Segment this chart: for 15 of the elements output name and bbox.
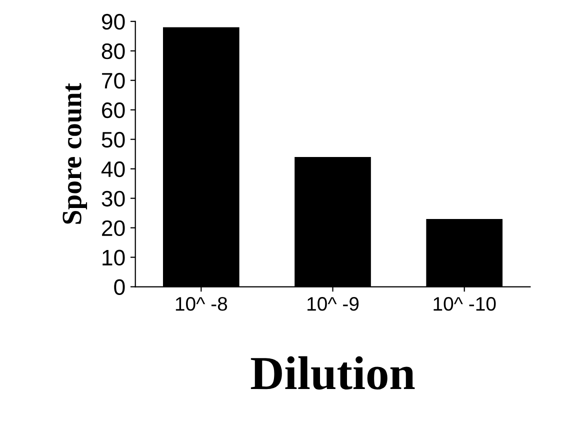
y-tick-label: 20 — [102, 220, 125, 236]
y-axis-title: Spore count — [62, 83, 88, 224]
y-tick-label: 80 — [102, 43, 125, 60]
y-tick-label: 70 — [102, 72, 125, 89]
y-tick-label: 90 — [102, 14, 125, 30]
x-axis-title: Dilution — [250, 356, 415, 390]
y-tick-label: 10 — [102, 250, 125, 266]
y-tick-label: 50 — [102, 132, 125, 148]
y-tick-label: 0 — [114, 279, 125, 296]
x-tick-label: 10^ -9 — [308, 296, 359, 311]
y-tick-label: 60 — [102, 102, 125, 118]
y-tick-label: 40 — [101, 161, 125, 178]
y-tick-label: 30 — [102, 190, 125, 207]
x-tick-label: 10^ -8 — [176, 296, 228, 311]
x-tick-label: 10^ -10 — [434, 296, 496, 311]
